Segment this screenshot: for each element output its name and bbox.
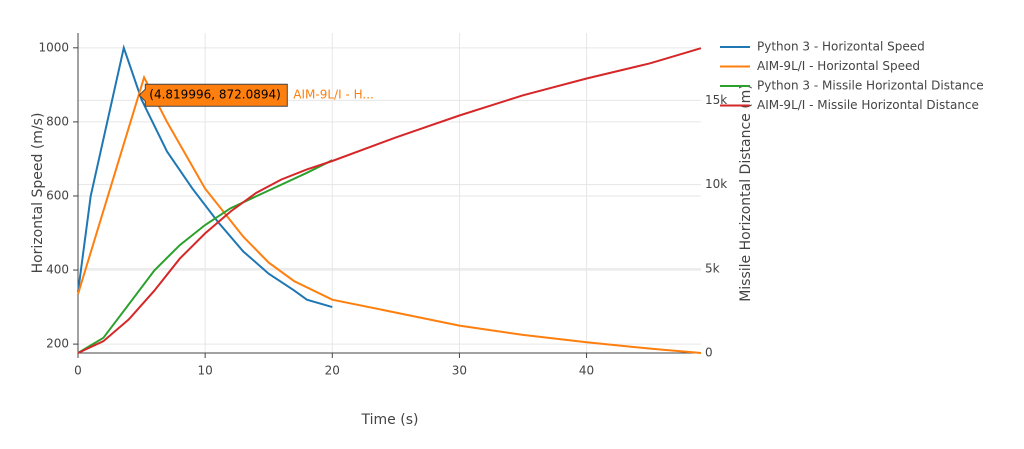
y2-tick-label: 15k: [705, 93, 727, 107]
y2-tick-label: 10k: [705, 177, 727, 191]
y2-tick-label: 0: [705, 346, 713, 360]
x-axis-title: Time (s): [361, 412, 419, 428]
x-tick-label: 40: [579, 364, 594, 378]
x-tick-label: 20: [325, 364, 340, 378]
y-tick-label: 600: [46, 188, 69, 202]
y-tick-label: 800: [46, 114, 69, 128]
line-series: [77, 159, 333, 354]
y-tick-label: 1000: [38, 40, 69, 54]
x-tick-label: 30: [452, 364, 467, 378]
y-axis-title: Horizontal Speed (m/s): [30, 113, 46, 274]
y-tick-label: 400: [46, 263, 69, 277]
legend-label: AIM-9L/I - Missile Horizontal Distance: [757, 98, 979, 112]
y-tick-label: 200: [46, 337, 69, 351]
legend-label: Python 3 - Horizontal Speed: [757, 40, 925, 54]
hover-box: [138, 83, 288, 107]
line-series: [77, 44, 333, 309]
legend-label: Python 3 - Missile Horizontal Distance: [757, 79, 984, 93]
legend-label: AIM-9L/I - Horizontal Speed: [757, 59, 920, 73]
hover-name: AIM-9L/I - H...: [293, 88, 374, 102]
x-tick-label: 10: [198, 364, 213, 378]
y2-tick-label: 5k: [705, 261, 720, 275]
y2-axis-title: Missile Horizontal Distance (m): [738, 84, 754, 302]
hover-label: (4.819996, 872.0894): [149, 88, 281, 102]
line-series: [77, 47, 702, 354]
x-tick-label: 0: [74, 364, 82, 378]
line-series: [77, 74, 702, 354]
